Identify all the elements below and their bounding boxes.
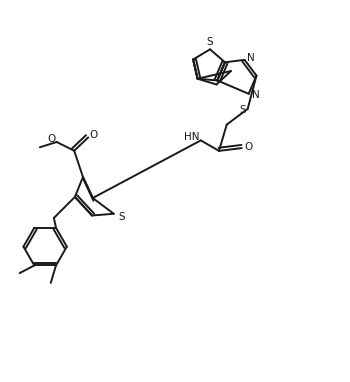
Text: S: S bbox=[207, 37, 214, 47]
Text: S: S bbox=[118, 212, 125, 222]
Text: S: S bbox=[239, 105, 246, 115]
Text: O: O bbox=[89, 129, 98, 140]
Text: N: N bbox=[247, 53, 255, 63]
Text: HN: HN bbox=[184, 132, 199, 142]
Text: O: O bbox=[47, 134, 56, 144]
Text: N: N bbox=[252, 90, 260, 100]
Text: O: O bbox=[244, 142, 252, 152]
